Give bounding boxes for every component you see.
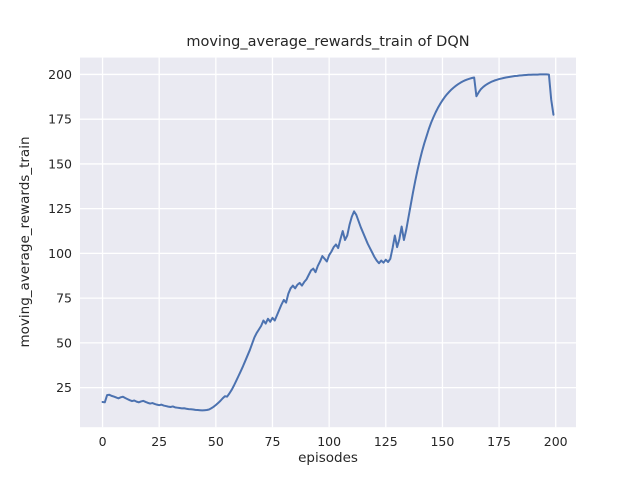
x-tick-label: 100 — [317, 434, 341, 449]
y-tick-label: 100 — [48, 246, 72, 261]
x-tick-label: 150 — [430, 434, 454, 449]
series-line — [101, 73, 555, 412]
y-tick-label: 150 — [48, 156, 72, 171]
y-tick-label: 75 — [56, 291, 72, 306]
y-tick-label: 25 — [56, 380, 72, 395]
y-axis-label: moving_average_rewards_train — [17, 136, 33, 348]
x-tick-label: 25 — [151, 434, 167, 449]
x-tick-label: 50 — [208, 434, 224, 449]
x-tick-label: 200 — [544, 434, 568, 449]
x-axis-label: episodes — [298, 450, 358, 466]
x-tick-label: 0 — [99, 434, 107, 449]
x-tick-label: 175 — [487, 434, 511, 449]
chart-title: moving_average_rewards_train of DQN — [186, 34, 470, 50]
y-tick-label: 125 — [48, 201, 72, 216]
y-tick-label: 50 — [56, 335, 72, 350]
y-tick-label: 200 — [48, 67, 72, 82]
plot-area — [80, 57, 576, 428]
y-tick-label: 175 — [48, 112, 72, 127]
x-tick-label: 75 — [265, 434, 281, 449]
x-tick-label: 125 — [374, 434, 398, 449]
